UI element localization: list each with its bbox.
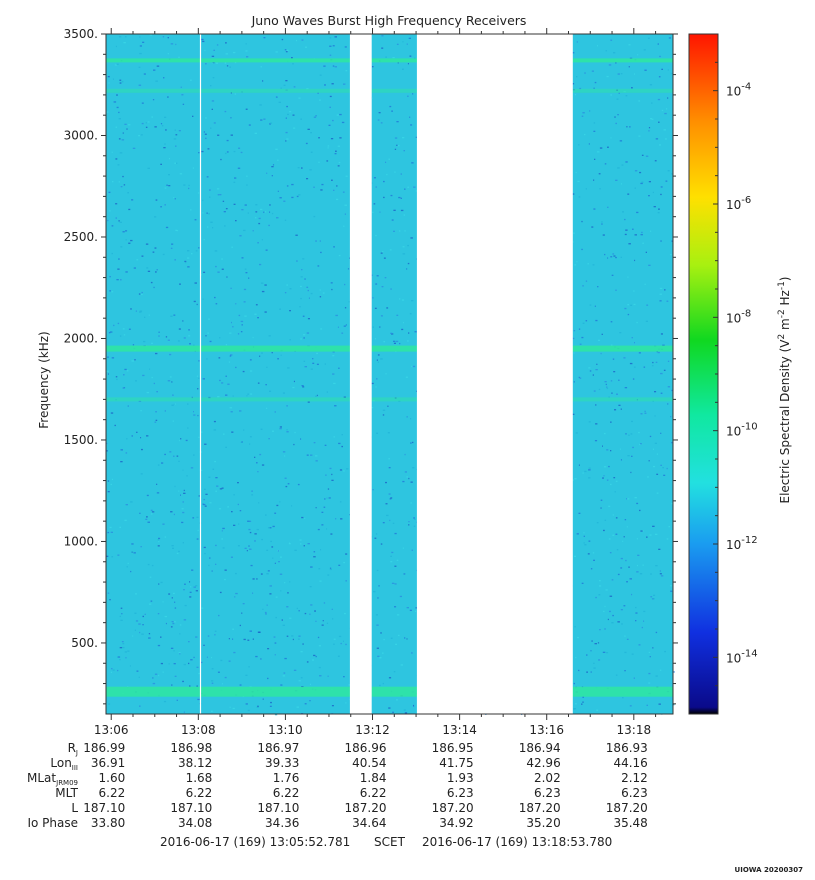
ephem-value: 187.20 (519, 801, 561, 815)
x-tick-label: 13:18 (617, 723, 652, 737)
ephem-value: 186.95 (432, 741, 474, 755)
emission-band-3370 (106, 58, 673, 63)
ephem-value: 2.12 (621, 771, 648, 785)
ephem-row-label: L (71, 801, 78, 815)
x-tick-label: 13:08 (181, 723, 216, 737)
ephem-value: 186.94 (519, 741, 561, 755)
ephem-row-label: RJ (68, 741, 78, 757)
ephem-value: 186.96 (345, 741, 387, 755)
y-tick-label: 3500. (64, 27, 98, 41)
ephem-value: 187.20 (345, 801, 387, 815)
ephem-value: 34.08 (178, 816, 212, 830)
scet-label: SCET (374, 835, 406, 849)
ephem-value: 186.93 (606, 741, 648, 755)
ephem-value: 186.99 (83, 741, 125, 755)
data-gap-2 (416, 34, 573, 714)
emission-band-3220 (106, 88, 673, 93)
data-gap-1 (349, 34, 372, 714)
ephem-value: 187.10 (170, 801, 212, 815)
x-tick-label: 13:16 (529, 723, 564, 737)
ephem-value: 34.64 (352, 816, 386, 830)
x-axis: 13:06 13:08 13:10 13:12 13:14 13:16 13:18 (94, 28, 657, 737)
plot-frame (105, 33, 674, 715)
ephem-value: 38.12 (178, 756, 212, 770)
x-tick-label: 13:06 (94, 723, 129, 737)
ephem-value: 1.93 (447, 771, 474, 785)
ephem-value: 1.76 (273, 771, 300, 785)
ephem-value: 36.91 (91, 756, 125, 770)
y-axis-label: Frequency (kHz) (37, 331, 51, 428)
ephem-value: 34.36 (265, 816, 299, 830)
ephem-value: 1.60 (99, 771, 126, 785)
colorbar-tick-label: 10-12 (726, 535, 758, 552)
emission-bands (106, 58, 673, 697)
credit-stamp: UIOWA 20200307 (735, 866, 804, 874)
colorbar (688, 33, 719, 715)
ephem-row-label: MLT (55, 786, 78, 800)
ephemeris-table: RJ 186.99 186.98 186.97 186.96 186.95 186.94 18… (27, 741, 648, 830)
ephem-row-label: MLatJRM09 (27, 771, 78, 787)
ephem-value: 33.80 (91, 816, 125, 830)
ephem-row-label: Io Phase (27, 816, 78, 830)
plot-background (106, 34, 673, 714)
emission-band-1950 (106, 345, 673, 352)
ephem-value: 187.10 (83, 801, 125, 815)
colorbar-tick-label: 10-10 (726, 422, 758, 439)
ephem-value: 6.22 (99, 786, 126, 800)
ephem-value: 6.23 (534, 786, 561, 800)
end-time: 2016-06-17 (169) 13:18:53.780 (422, 835, 612, 849)
colorbar-tick-label: 10-14 (726, 648, 758, 665)
colorbar-label: Electric Spectral Density (V2 m-2 Hz-1) (777, 276, 792, 503)
ephem-value: 6.23 (621, 786, 648, 800)
ephem-row-label: LonIII (50, 756, 78, 772)
ephem-value: 2.02 (534, 771, 561, 785)
ephem-value: 6.22 (186, 786, 213, 800)
ephem-value: 187.20 (432, 801, 474, 815)
ephem-value: 186.98 (170, 741, 212, 755)
ephem-value: 40.54 (352, 756, 386, 770)
ephem-value: 6.22 (360, 786, 387, 800)
x-tick-label: 13:14 (442, 723, 477, 737)
ephem-value: 1.84 (360, 771, 387, 785)
ephem-value: 187.20 (606, 801, 648, 815)
ephem-value: 44.16 (613, 756, 647, 770)
ephem-value: 35.48 (613, 816, 647, 830)
ephem-value: 35.20 (526, 816, 560, 830)
ephem-value: 187.10 (257, 801, 299, 815)
ephem-value: 42.96 (526, 756, 560, 770)
y-tick-label: 2000. (64, 331, 98, 345)
ephem-value: 186.97 (257, 741, 299, 755)
y-tick-label: 1000. (64, 534, 98, 548)
y-tick-label: 3000. (64, 128, 98, 142)
ephem-value: 39.33 (265, 756, 299, 770)
ephem-value: 1.68 (186, 771, 213, 785)
ephem-value: 6.23 (447, 786, 474, 800)
colorbar-tick-label: 10-8 (726, 308, 751, 325)
emission-band-1700 (106, 397, 673, 402)
chart-title: Juno Waves Burst High Frequency Receiver… (251, 13, 527, 28)
colorbar-tick-label: 10-4 (726, 82, 751, 99)
ephem-value: 34.92 (439, 816, 473, 830)
x-tick-label: 13:10 (268, 723, 303, 737)
y-tick-label: 500. (71, 636, 98, 650)
y-tick-label: 2500. (64, 230, 98, 244)
x-tick-label: 13:12 (355, 723, 390, 737)
colorbar-axis: 10-4 10-6 10-8 10-10 10-12 10-14 (713, 61, 758, 687)
colorbar-tick-label: 10-6 (726, 195, 751, 212)
y-axis: 3500. 3000. 2500. 2000. 1500. 1000. 500. (64, 27, 678, 705)
start-time: 2016-06-17 (169) 13:05:52.781 (160, 835, 350, 849)
data-gaps (199, 34, 573, 714)
y-tick-label: 1500. (64, 433, 98, 447)
ephem-value: 41.75 (439, 756, 473, 770)
ephem-value: 6.22 (273, 786, 300, 800)
emission-band-260 (106, 686, 673, 697)
